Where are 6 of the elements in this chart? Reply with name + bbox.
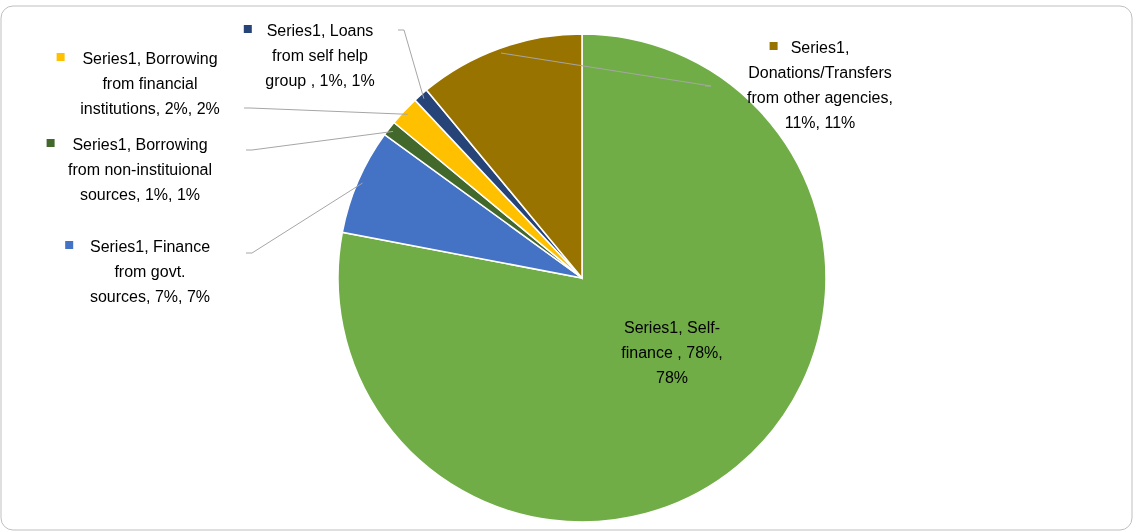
legend-label: Series1, Borrowing from financial institutions, 2%, 2% bbox=[80, 50, 220, 117]
legend-label: Series1, Borrowing from non-instituional sources, 1%, 1% bbox=[67, 136, 213, 203]
legend-label: Series1, Finance from govt. sources, 7%, 7% bbox=[89, 238, 211, 305]
legend-label: Series1, Loans from self help group , 1%, 1% bbox=[265, 22, 375, 89]
legend-label: Series1, Donations/Transfers from other agencies, 11%, 11% bbox=[747, 39, 893, 131]
slice-label: Series1, Self-finance , 78%, 78% bbox=[621, 319, 723, 386]
